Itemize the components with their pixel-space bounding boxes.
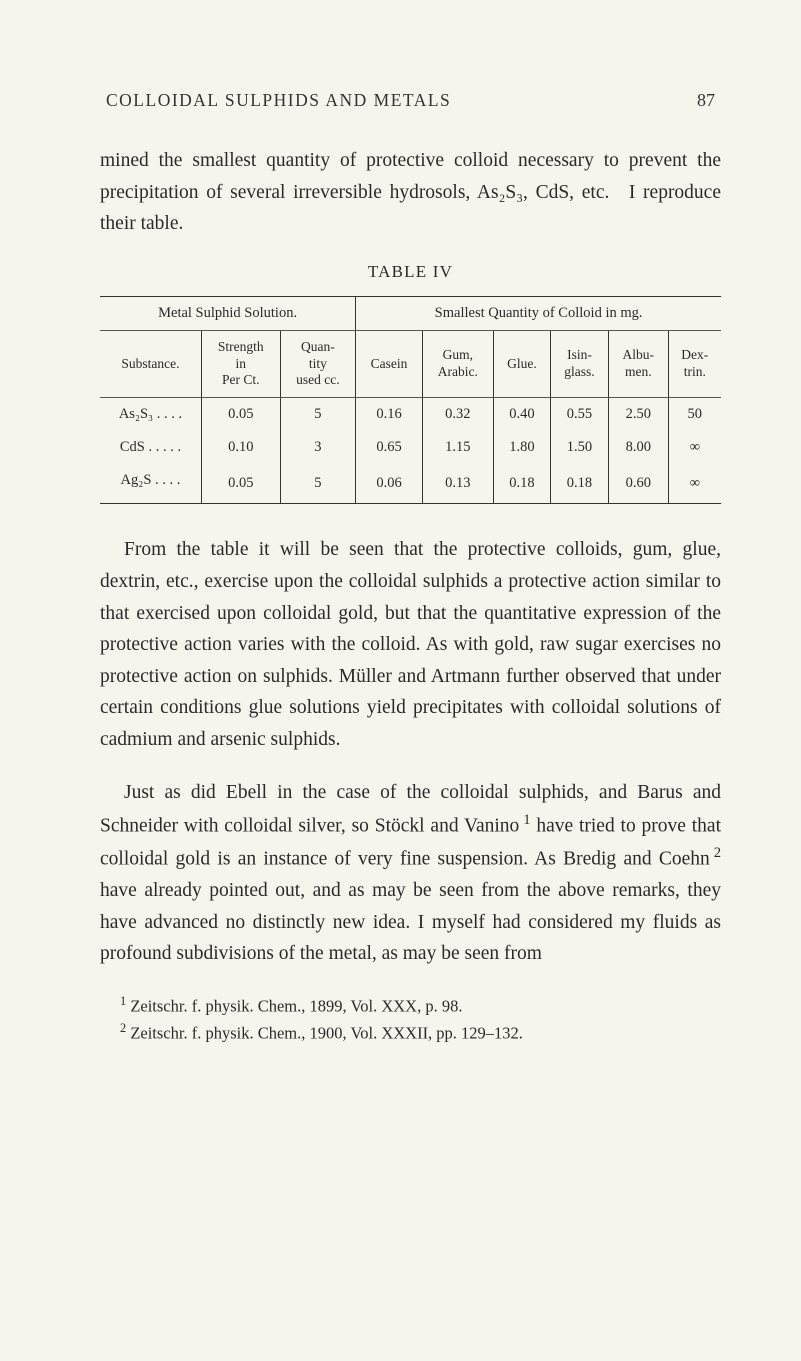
- cell: 1.50: [550, 431, 608, 464]
- cell: 0.16: [356, 398, 423, 432]
- cell-substance: CdS . . . . .: [100, 431, 201, 464]
- table-row: As₂S₃ . . . . 0.05 5 0.16 0.32 0.40 0.55…: [100, 398, 721, 432]
- paragraph-3: Just as did Ebell in the case of the col…: [100, 777, 721, 969]
- table-section-left: Metal Sulphid Solution.: [100, 296, 356, 330]
- col-quantity: Quan- tity used cc.: [280, 330, 356, 398]
- col-strength: Strength in Per Ct.: [201, 330, 280, 398]
- cell: 0.40: [493, 398, 550, 432]
- col-dex: Dex- trin.: [668, 330, 721, 398]
- cell: 0.06: [356, 464, 423, 504]
- cell: 0.60: [609, 464, 669, 504]
- col-albu: Albu- men.: [609, 330, 669, 398]
- footnote-2-text: Zeitschr. f. physik. Chem., 1900, Vol. X…: [130, 1023, 523, 1042]
- intro-paragraph: mined the smallest quantity of protectiv…: [100, 145, 721, 240]
- cell: 0.05: [201, 398, 280, 432]
- table-section-right: Smallest Quantity of Colloid in mg.: [356, 296, 721, 330]
- cell: 3: [280, 431, 356, 464]
- cell: 0.13: [422, 464, 493, 504]
- col-substance: Substance.: [100, 330, 201, 398]
- cell: 5: [280, 398, 356, 432]
- col-gum: Gum, Arabic.: [422, 330, 493, 398]
- cell: 0.10: [201, 431, 280, 464]
- col-casein: Casein: [356, 330, 423, 398]
- table-row: Ag₂S . . . . 0.05 5 0.06 0.13 0.18 0.18 …: [100, 464, 721, 504]
- paragraph-2: From the table it will be seen that the …: [100, 534, 721, 755]
- footnotes: 1 Zeitschr. f. physik. Chem., 1899, Vol.…: [100, 992, 721, 1046]
- table-row: CdS . . . . . 0.10 3 0.65 1.15 1.80 1.50…: [100, 431, 721, 464]
- cell: ∞: [668, 431, 721, 464]
- cell: 0.65: [356, 431, 423, 464]
- page-container: COLLOIDAL SULPHIDS AND METALS 87 mined t…: [0, 0, 801, 1106]
- cell: 5: [280, 464, 356, 504]
- col-glue: Glue.: [493, 330, 550, 398]
- cell: 50: [668, 398, 721, 432]
- cell: 0.05: [201, 464, 280, 504]
- col-isin: Isin- glass.: [550, 330, 608, 398]
- cell: 1.15: [422, 431, 493, 464]
- page-header: COLLOIDAL SULPHIDS AND METALS 87: [100, 90, 721, 111]
- cell: 2.50: [609, 398, 669, 432]
- cell: 0.18: [493, 464, 550, 504]
- table-caption: TABLE IV: [100, 262, 721, 282]
- cell: 0.55: [550, 398, 608, 432]
- running-head: COLLOIDAL SULPHIDS AND METALS: [106, 90, 451, 111]
- cell: 0.18: [550, 464, 608, 504]
- cell: 8.00: [609, 431, 669, 464]
- cell: 0.32: [422, 398, 493, 432]
- cell: ∞: [668, 464, 721, 504]
- footnote-1-text: Zeitschr. f. physik. Chem., 1899, Vol. X…: [130, 996, 462, 1015]
- page-number: 87: [697, 90, 715, 111]
- cell-substance: Ag₂S . . . .: [100, 464, 201, 504]
- footnote-1: 1 Zeitschr. f. physik. Chem., 1899, Vol.…: [126, 992, 721, 1019]
- footnote-2: 2 Zeitschr. f. physik. Chem., 1900, Vol.…: [126, 1019, 721, 1046]
- cell-substance: As₂S₃ . . . .: [100, 398, 201, 432]
- cell: 1.80: [493, 431, 550, 464]
- data-table: Metal Sulphid Solution. Smallest Quantit…: [100, 296, 721, 505]
